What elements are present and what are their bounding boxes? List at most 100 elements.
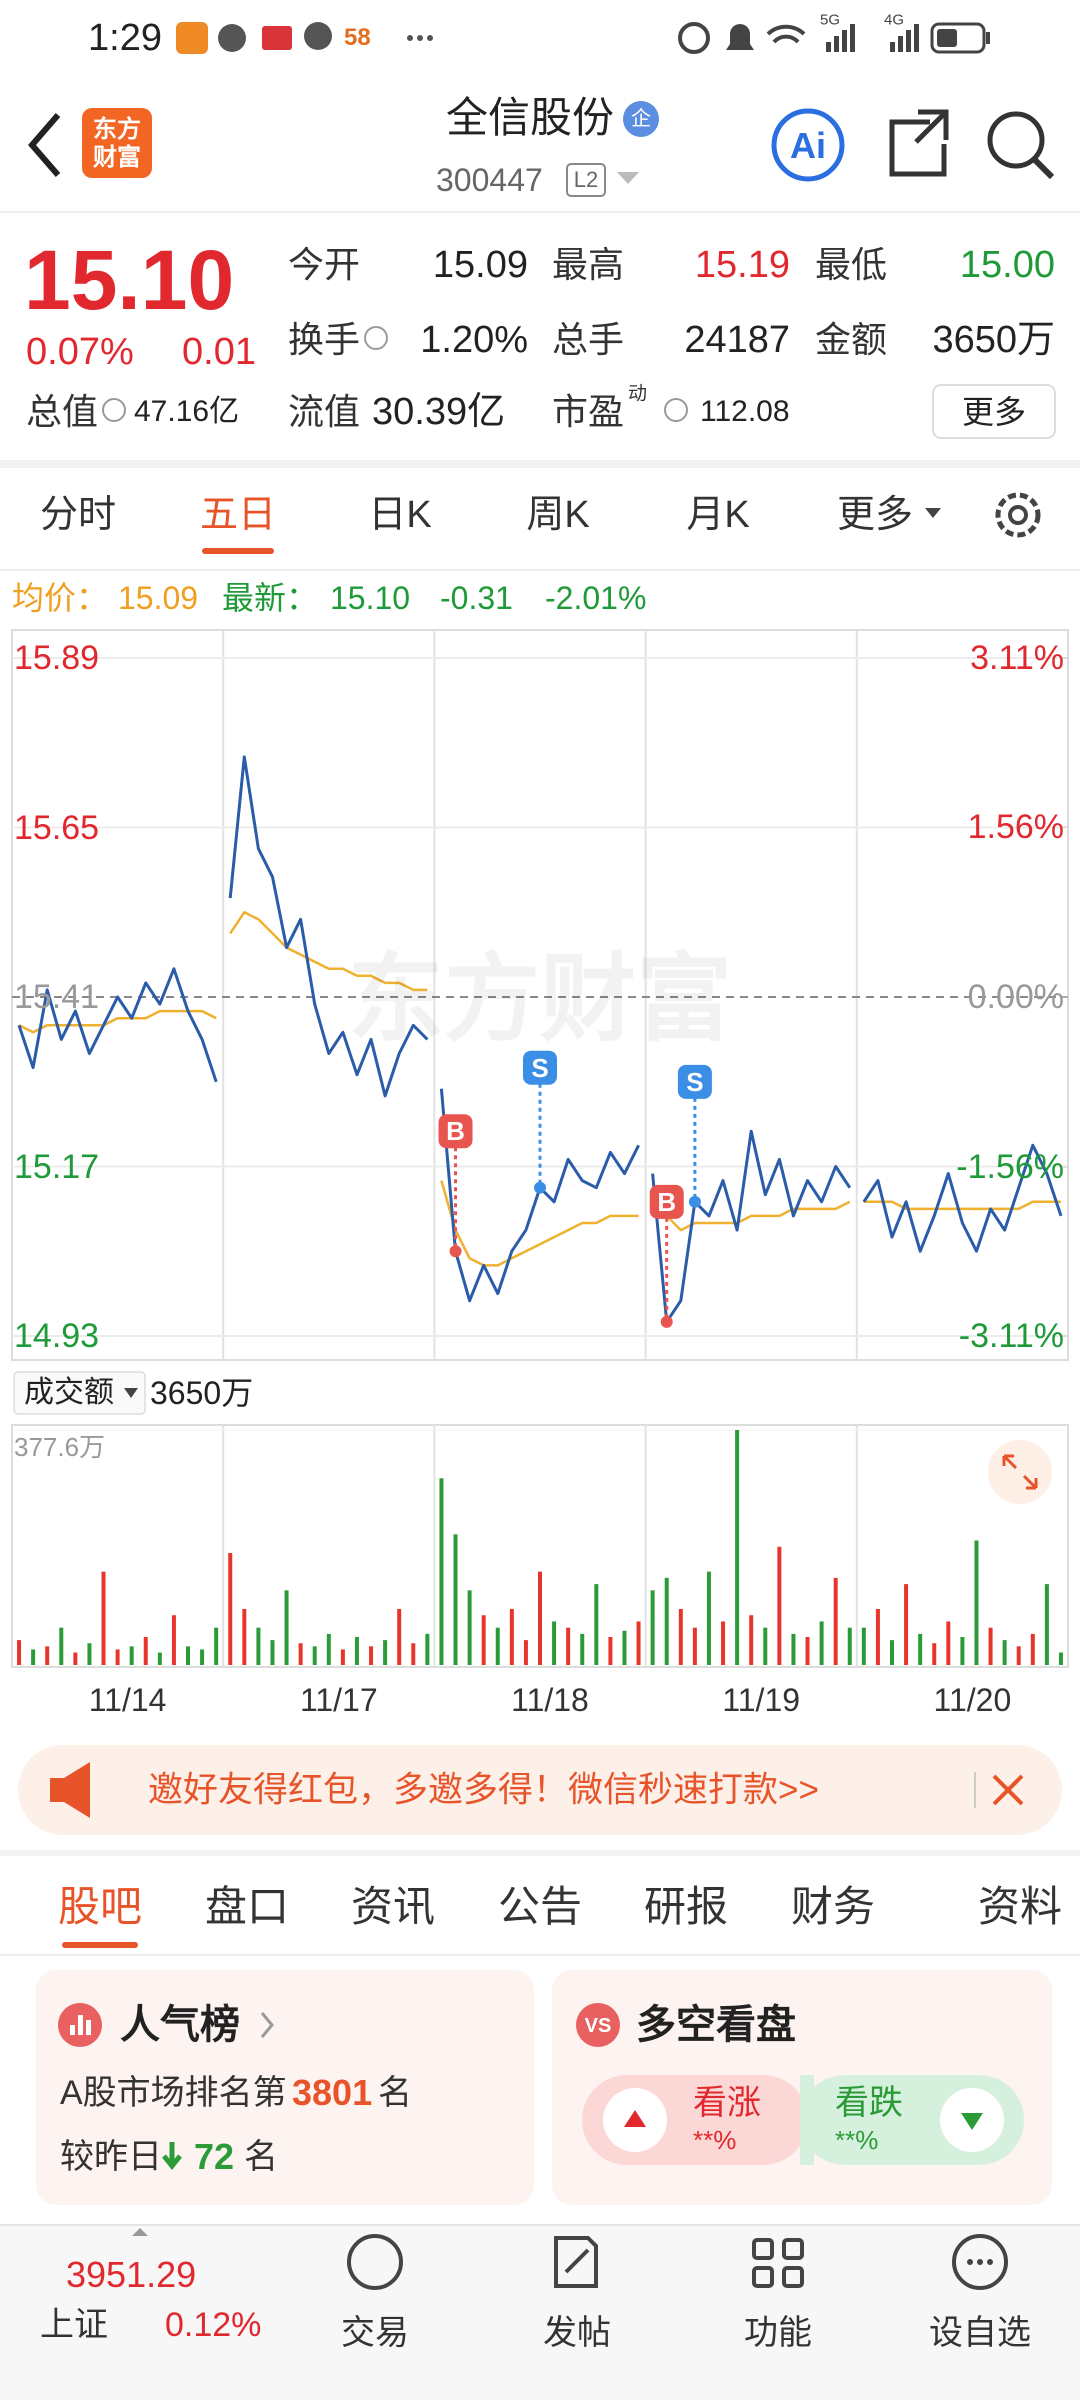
volume-bar	[538, 1571, 542, 1665]
volume-bar	[735, 1430, 740, 1665]
trade-badge	[649, 1184, 684, 1219]
watch-icon[interactable]	[952, 2234, 1008, 2290]
level-badge: L2	[573, 167, 599, 192]
field-label: 金额	[815, 319, 888, 360]
metric-select[interactable]	[13, 1371, 146, 1415]
tab[interactable]: 分时	[39, 494, 117, 536]
volume-bar	[791, 1633, 796, 1665]
field-label: 总手	[552, 319, 625, 360]
tag-badge: 企	[631, 108, 651, 130]
volume-bar	[453, 1534, 458, 1665]
bull-label[interactable]: 看涨	[693, 2084, 761, 2122]
volume-bar	[918, 1633, 923, 1665]
post-icon[interactable]	[554, 2236, 598, 2288]
nav-item[interactable]: 交易	[341, 2314, 409, 2352]
info-icon[interactable]	[364, 326, 388, 350]
volume-bar	[270, 1640, 275, 1665]
app-icon	[262, 26, 292, 50]
settings-button[interactable]	[995, 492, 1041, 538]
trade-label: B	[446, 1116, 465, 1147]
volume-bar	[481, 1615, 486, 1665]
volume-bar	[186, 1646, 190, 1665]
nav-item[interactable]: 发帖	[543, 2314, 611, 2352]
card-text: 较昨日	[60, 2138, 162, 2176]
share-button[interactable]	[889, 109, 949, 177]
field-label: 总值	[26, 391, 99, 432]
tab-indicator	[62, 1942, 138, 1948]
trade-badge	[438, 1114, 473, 1149]
tab[interactable]: 五日	[199, 494, 277, 536]
volume-bar	[298, 1643, 303, 1665]
info-icon[interactable]	[664, 398, 688, 422]
average-line	[18, 1009, 217, 1034]
metric-select[interactable]: 成交额	[24, 1376, 114, 1409]
tab[interactable]: 财务	[790, 1883, 876, 1930]
index-value[interactable]: 3951.29	[66, 2254, 197, 2295]
volume-bar	[523, 1640, 528, 1665]
y2-tick-label: -1.56%	[956, 1148, 1064, 1187]
tab[interactable]: 月K	[686, 494, 750, 536]
ai-button[interactable]: Ai	[790, 125, 826, 166]
volume-bar	[59, 1627, 64, 1665]
field-value: 24187	[684, 319, 790, 361]
more-button[interactable]: 更多	[961, 394, 1027, 430]
clock: 1:29	[88, 17, 162, 59]
back-button[interactable]	[28, 113, 61, 177]
banner[interactable]	[18, 1745, 1062, 1835]
nav-item[interactable]: 功能	[744, 2314, 812, 2352]
volume-bar	[932, 1643, 937, 1665]
index-change[interactable]: 0.12%	[165, 2306, 262, 2344]
more-button[interactable]	[932, 384, 1056, 439]
field-label: 流值	[288, 391, 361, 432]
info-icon[interactable]	[102, 398, 126, 422]
card-title: 人气榜	[120, 2003, 240, 2047]
tab[interactable]: 更多	[836, 494, 914, 536]
volume-bar	[411, 1643, 416, 1665]
average-line	[440, 1180, 639, 1267]
volume-bar	[354, 1636, 359, 1665]
tab[interactable]: 资讯	[350, 1883, 436, 1930]
tab-indicator	[202, 548, 274, 554]
volume-bar	[495, 1627, 500, 1665]
change-pct: 0.07%	[26, 331, 134, 373]
volume-bar	[721, 1621, 726, 1665]
tab[interactable]: 公告	[497, 1883, 583, 1930]
trade-icon[interactable]	[347, 2234, 403, 2290]
popularity-card[interactable]	[36, 1970, 534, 2205]
tab[interactable]: 周K	[526, 494, 590, 536]
card-icon: VS	[584, 2015, 612, 2037]
trade-point	[449, 1245, 462, 1258]
ai-button[interactable]	[771, 108, 845, 182]
price-line	[651, 1129, 852, 1324]
volume-bar	[369, 1646, 374, 1665]
metric-total: 3650万	[150, 1375, 254, 1411]
tab[interactable]: 股吧	[57, 1883, 143, 1930]
volume-bar	[678, 1608, 683, 1665]
x-tick-label: 11/19	[722, 1682, 801, 1718]
volume-bar	[904, 1584, 909, 1665]
search-button[interactable]	[987, 111, 1045, 169]
banner-text[interactable]: 邀好友得红包，多邀多得！微信秒速打款>>	[148, 1770, 819, 1810]
battery-icon	[930, 22, 986, 54]
network-label: 5G	[820, 11, 841, 29]
logo-text: 东方	[93, 116, 141, 143]
volume-bar	[594, 1584, 599, 1665]
bear-label[interactable]: 看跌	[835, 2084, 903, 2122]
tab[interactable]: 日K	[368, 494, 432, 536]
volume-bar	[890, 1640, 894, 1665]
close-button[interactable]	[992, 1774, 1024, 1806]
tab[interactable]: 资料	[977, 1883, 1063, 1930]
tab[interactable]: 研报	[643, 1883, 729, 1930]
expand-button[interactable]	[988, 1440, 1052, 1504]
volume-bar	[960, 1636, 965, 1665]
bottom-nav	[0, 2225, 1080, 2400]
index-name[interactable]: 上证	[40, 2306, 108, 2344]
legend-text: 15.09	[118, 580, 199, 616]
tab[interactable]: 盘口	[204, 1883, 290, 1930]
volume-bar	[847, 1627, 852, 1665]
volume-bar	[143, 1636, 148, 1665]
y-tick-label: 377.6万	[14, 1432, 106, 1462]
nav-item[interactable]: 设自选	[929, 2314, 1031, 2352]
volume-bar	[875, 1608, 880, 1665]
